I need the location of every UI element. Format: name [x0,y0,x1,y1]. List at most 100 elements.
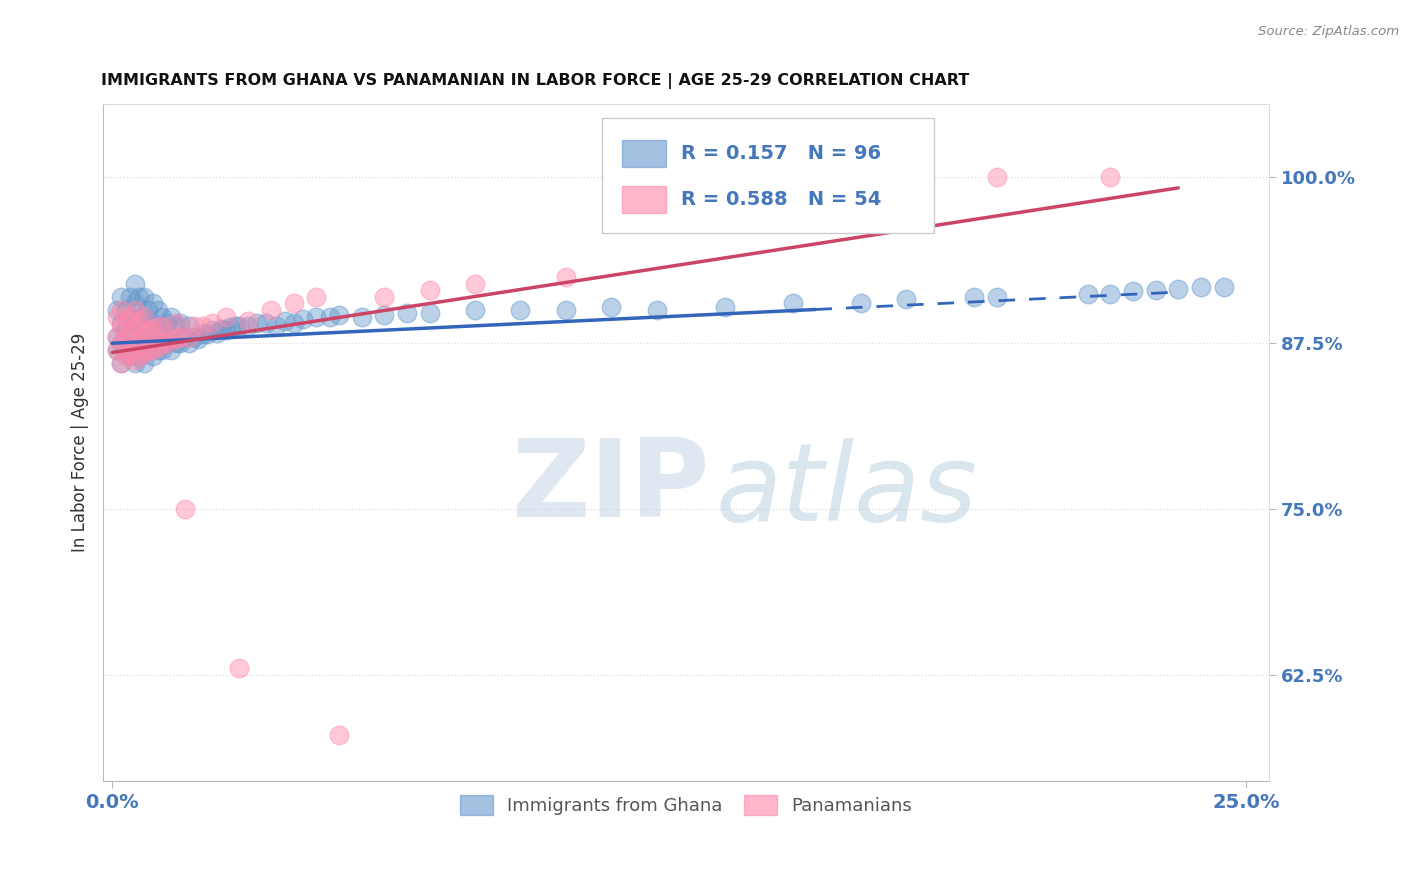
Point [110,318,132,333]
Point [110,356,132,370]
Point [156,336,179,351]
Point [228,661,250,675]
Point [350,310,373,324]
Point [464,303,486,318]
Point [419,283,441,297]
Point [160,329,183,343]
Point [138,323,160,337]
Point [124,353,146,368]
Point [124,356,146,370]
Point [169,336,191,351]
Point [114,350,136,364]
Point [183,329,205,343]
Point [120,310,142,324]
FancyBboxPatch shape [602,118,935,233]
Point [138,323,160,337]
Point [132,310,155,324]
Point [110,316,132,330]
Point [373,290,395,304]
Point [291,312,314,326]
Point [132,336,155,351]
Point [205,326,228,340]
Point [169,316,191,330]
Bar [621,186,666,212]
Point [120,310,142,324]
Point [142,332,165,346]
Point [132,326,155,341]
Point [128,290,150,304]
Point [114,332,136,346]
Point [1212,280,1234,294]
Point [986,170,1008,185]
Point [120,345,142,359]
Point [1122,285,1144,299]
Point [105,329,128,343]
Point [114,313,136,327]
Point [849,296,872,310]
Point [110,303,132,318]
Point [509,303,531,318]
Point [124,318,146,333]
Point [128,350,150,364]
Point [209,321,232,335]
Point [156,316,179,330]
Point [110,356,132,370]
Point [128,332,150,346]
Point [328,309,350,323]
Point [124,316,146,330]
Point [142,343,165,357]
Point [150,310,173,324]
Point [1144,283,1167,297]
Point [1189,280,1212,294]
Point [114,343,136,357]
Point [142,316,165,330]
Point [150,326,173,341]
Point [114,303,136,318]
Point [179,336,201,351]
Point [464,277,486,291]
Point [132,345,155,359]
Point [142,350,165,364]
Point [120,290,142,304]
Point [132,323,155,337]
Point [260,303,283,318]
Point [373,309,395,323]
Point [165,332,187,346]
Point [160,310,183,324]
Point [132,310,155,324]
Point [165,318,187,333]
Point [600,301,623,315]
Point [114,323,136,337]
Point [105,343,128,357]
Point [110,336,132,351]
Bar [621,140,666,168]
Point [191,326,214,341]
Legend: Immigrants from Ghana, Panamanians: Immigrants from Ghana, Panamanians [453,788,920,822]
Point [120,329,142,343]
Point [1167,282,1189,296]
Point [1077,287,1099,301]
Point [305,310,328,324]
Point [105,343,128,357]
Point [105,329,128,343]
Point [150,318,173,333]
Point [120,326,142,341]
Point [160,343,183,357]
Text: R = 0.157   N = 96: R = 0.157 N = 96 [682,145,882,163]
Point [894,293,917,307]
Y-axis label: In Labor Force | Age 25-29: In Labor Force | Age 25-29 [72,333,89,552]
Point [214,310,236,324]
Point [150,336,173,351]
Point [228,318,250,333]
Point [146,340,169,354]
Point [156,336,179,351]
Point [128,350,150,364]
Point [138,343,160,357]
Point [138,343,160,357]
Point [142,296,165,310]
Point [197,326,219,341]
Text: R = 0.588   N = 54: R = 0.588 N = 54 [682,190,882,209]
Point [191,318,214,333]
Point [179,329,201,343]
Point [645,303,668,318]
